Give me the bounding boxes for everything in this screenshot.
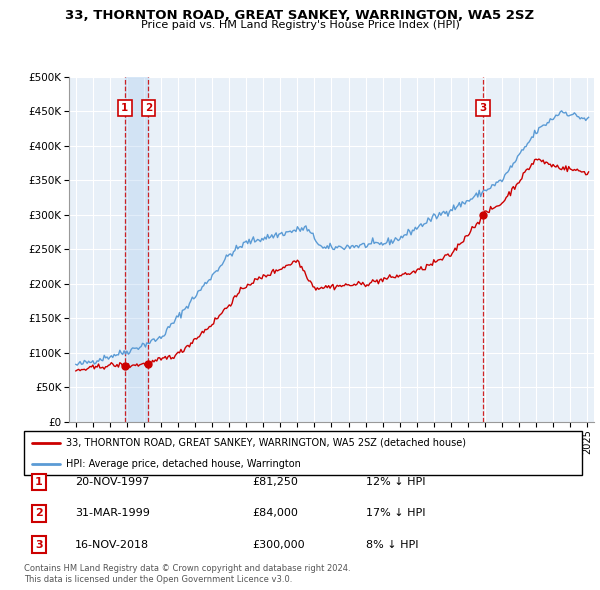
Text: 20-NOV-1997: 20-NOV-1997	[75, 477, 149, 487]
Text: HPI: Average price, detached house, Warrington: HPI: Average price, detached house, Warr…	[66, 459, 301, 469]
Text: 1: 1	[35, 477, 43, 487]
Text: 2: 2	[145, 103, 152, 113]
Text: £84,000: £84,000	[252, 509, 298, 518]
Text: 3: 3	[479, 103, 487, 113]
Text: 2: 2	[35, 509, 43, 518]
Text: 3: 3	[35, 540, 43, 549]
Text: 12% ↓ HPI: 12% ↓ HPI	[366, 477, 425, 487]
Text: 1: 1	[121, 103, 128, 113]
Text: 31-MAR-1999: 31-MAR-1999	[75, 509, 150, 518]
Text: 16-NOV-2018: 16-NOV-2018	[75, 540, 149, 549]
Bar	[125, 77, 148, 422]
Text: Price paid vs. HM Land Registry's House Price Index (HPI): Price paid vs. HM Land Registry's House …	[140, 20, 460, 30]
Text: 17% ↓ HPI: 17% ↓ HPI	[366, 509, 425, 518]
Text: £300,000: £300,000	[252, 540, 305, 549]
Text: 8% ↓ HPI: 8% ↓ HPI	[366, 540, 419, 549]
Text: 33, THORNTON ROAD, GREAT SANKEY, WARRINGTON, WA5 2SZ (detached house): 33, THORNTON ROAD, GREAT SANKEY, WARRING…	[66, 438, 466, 448]
Text: Contains HM Land Registry data © Crown copyright and database right 2024.: Contains HM Land Registry data © Crown c…	[24, 565, 350, 573]
Text: This data is licensed under the Open Government Licence v3.0.: This data is licensed under the Open Gov…	[24, 575, 292, 584]
Text: £81,250: £81,250	[252, 477, 298, 487]
Text: 33, THORNTON ROAD, GREAT SANKEY, WARRINGTON, WA5 2SZ: 33, THORNTON ROAD, GREAT SANKEY, WARRING…	[65, 9, 535, 22]
